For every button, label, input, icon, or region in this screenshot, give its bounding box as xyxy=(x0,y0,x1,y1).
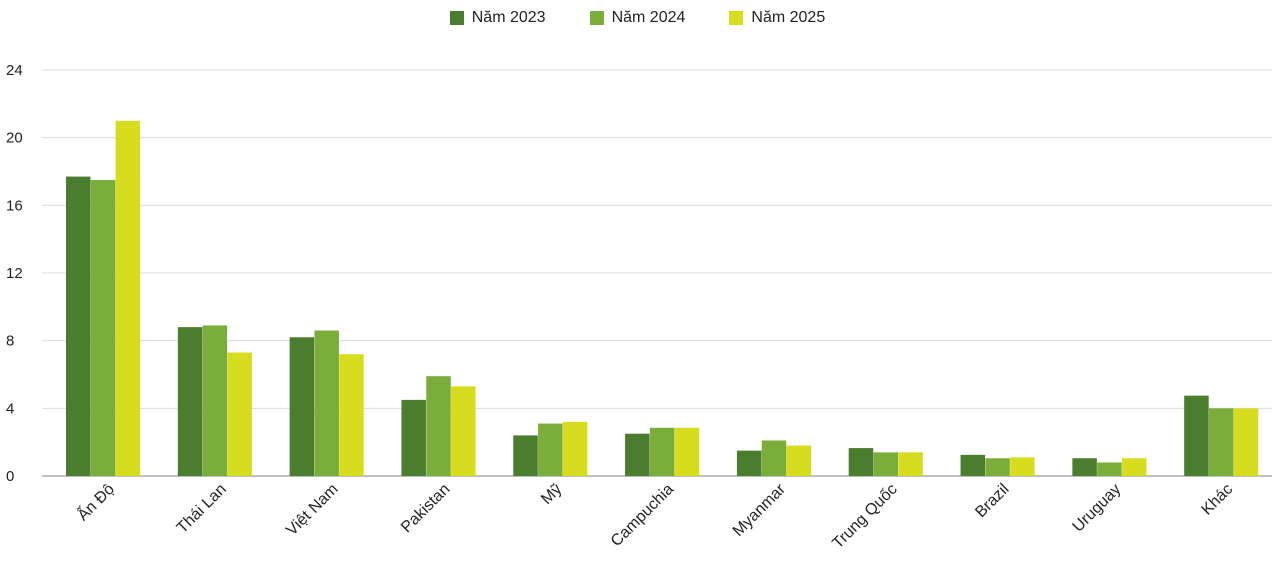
bar xyxy=(786,445,812,476)
bar xyxy=(1121,458,1147,476)
y-tick-label: 12 xyxy=(6,265,23,282)
y-tick-label: 0 xyxy=(6,468,14,485)
x-tick-label: Trung Quốc xyxy=(829,481,900,552)
bar xyxy=(1097,462,1122,476)
bar xyxy=(426,376,451,476)
y-tick-label: 20 xyxy=(6,130,23,147)
bar xyxy=(1208,408,1234,476)
bar xyxy=(115,120,141,476)
bar xyxy=(513,435,538,476)
bar xyxy=(985,458,1010,476)
bar xyxy=(451,386,476,476)
legend-item-2023: Năm 2023 xyxy=(449,9,546,27)
bar xyxy=(848,448,874,476)
legend-label-2023: Năm 2023 xyxy=(471,9,546,26)
x-tick-label: Uruguay xyxy=(1070,481,1125,536)
y-tick-label: 24 xyxy=(6,62,23,79)
bar xyxy=(401,399,426,476)
legend-swatch-2024 xyxy=(589,11,604,25)
bar xyxy=(66,176,91,476)
bar xyxy=(538,423,563,476)
bar xyxy=(898,452,923,476)
x-tick-label: Myanmar xyxy=(730,480,790,540)
x-tick-label: Mỹ xyxy=(538,481,565,508)
legend-label-2025: Năm 2025 xyxy=(751,9,826,26)
y-tick-label: 4 xyxy=(6,400,14,417)
bar xyxy=(227,352,252,476)
x-tick-label: Campuchia xyxy=(608,481,677,550)
bar xyxy=(1184,395,1209,476)
bar xyxy=(314,330,339,476)
bar xyxy=(674,427,700,476)
bar xyxy=(1010,457,1035,476)
bar xyxy=(562,421,588,476)
x-tick-label: Việt Nam xyxy=(283,481,341,539)
bar xyxy=(873,452,899,476)
y-tick-label: 8 xyxy=(6,333,14,350)
bar xyxy=(177,327,203,476)
legend-swatch-2025 xyxy=(729,11,744,25)
bar xyxy=(649,427,675,476)
legend-label-2024: Năm 2024 xyxy=(611,9,686,26)
bar xyxy=(202,325,228,476)
x-tick-label: Brazil xyxy=(972,481,1012,521)
bar xyxy=(761,440,787,476)
bar xyxy=(625,433,650,476)
x-tick-label: Pakistan xyxy=(398,481,453,536)
bar xyxy=(90,179,116,477)
x-tick-label: Khác xyxy=(1198,481,1236,519)
bar xyxy=(1233,408,1259,476)
y-tick-label: 16 xyxy=(6,197,23,214)
bar xyxy=(289,337,315,476)
legend-item-2024: Năm 2024 xyxy=(589,9,686,27)
legend-item-2025: Năm 2025 xyxy=(729,9,825,27)
bar xyxy=(1072,458,1097,476)
bar xyxy=(339,354,364,476)
x-tick-label: Thái Lan xyxy=(174,481,230,537)
bar xyxy=(736,450,762,476)
bar xyxy=(960,454,986,476)
legend-swatch-2023 xyxy=(449,11,464,25)
x-tick-label: Ấn Độ xyxy=(73,479,118,524)
legend: Năm 2023 Năm 2024 Năm 2025 xyxy=(0,6,1275,30)
